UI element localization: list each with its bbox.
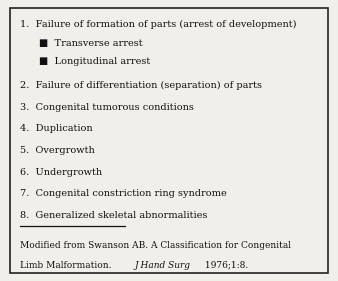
Text: ■  Transverse arrest: ■ Transverse arrest	[39, 39, 142, 48]
FancyBboxPatch shape	[10, 8, 328, 273]
Text: 5.  Overgrowth: 5. Overgrowth	[20, 146, 94, 155]
Text: 1.  Failure of formation of parts (arrest of development): 1. Failure of formation of parts (arrest…	[20, 20, 296, 30]
Text: 6.  Undergrowth: 6. Undergrowth	[20, 168, 102, 177]
Text: 8.  Generalized skeletal abnormalities: 8. Generalized skeletal abnormalities	[20, 211, 207, 220]
Text: ■  Longitudinal arrest: ■ Longitudinal arrest	[39, 57, 150, 66]
Text: 3.  Congenital tumorous conditions: 3. Congenital tumorous conditions	[20, 103, 194, 112]
Text: Modified from Swanson AB. A Classification for Congenital: Modified from Swanson AB. A Classificati…	[20, 241, 291, 250]
Text: 7.  Congenital constriction ring syndrome: 7. Congenital constriction ring syndrome	[20, 189, 226, 198]
Text: 2.  Failure of differentiation (separation) of parts: 2. Failure of differentiation (separatio…	[20, 81, 262, 90]
Text: 1976;1:8.: 1976;1:8.	[202, 260, 248, 269]
Text: J Hand Surg: J Hand Surg	[134, 260, 190, 269]
Text: Limb Malformation.: Limb Malformation.	[20, 260, 114, 269]
Text: 4.  Duplication: 4. Duplication	[20, 124, 92, 133]
